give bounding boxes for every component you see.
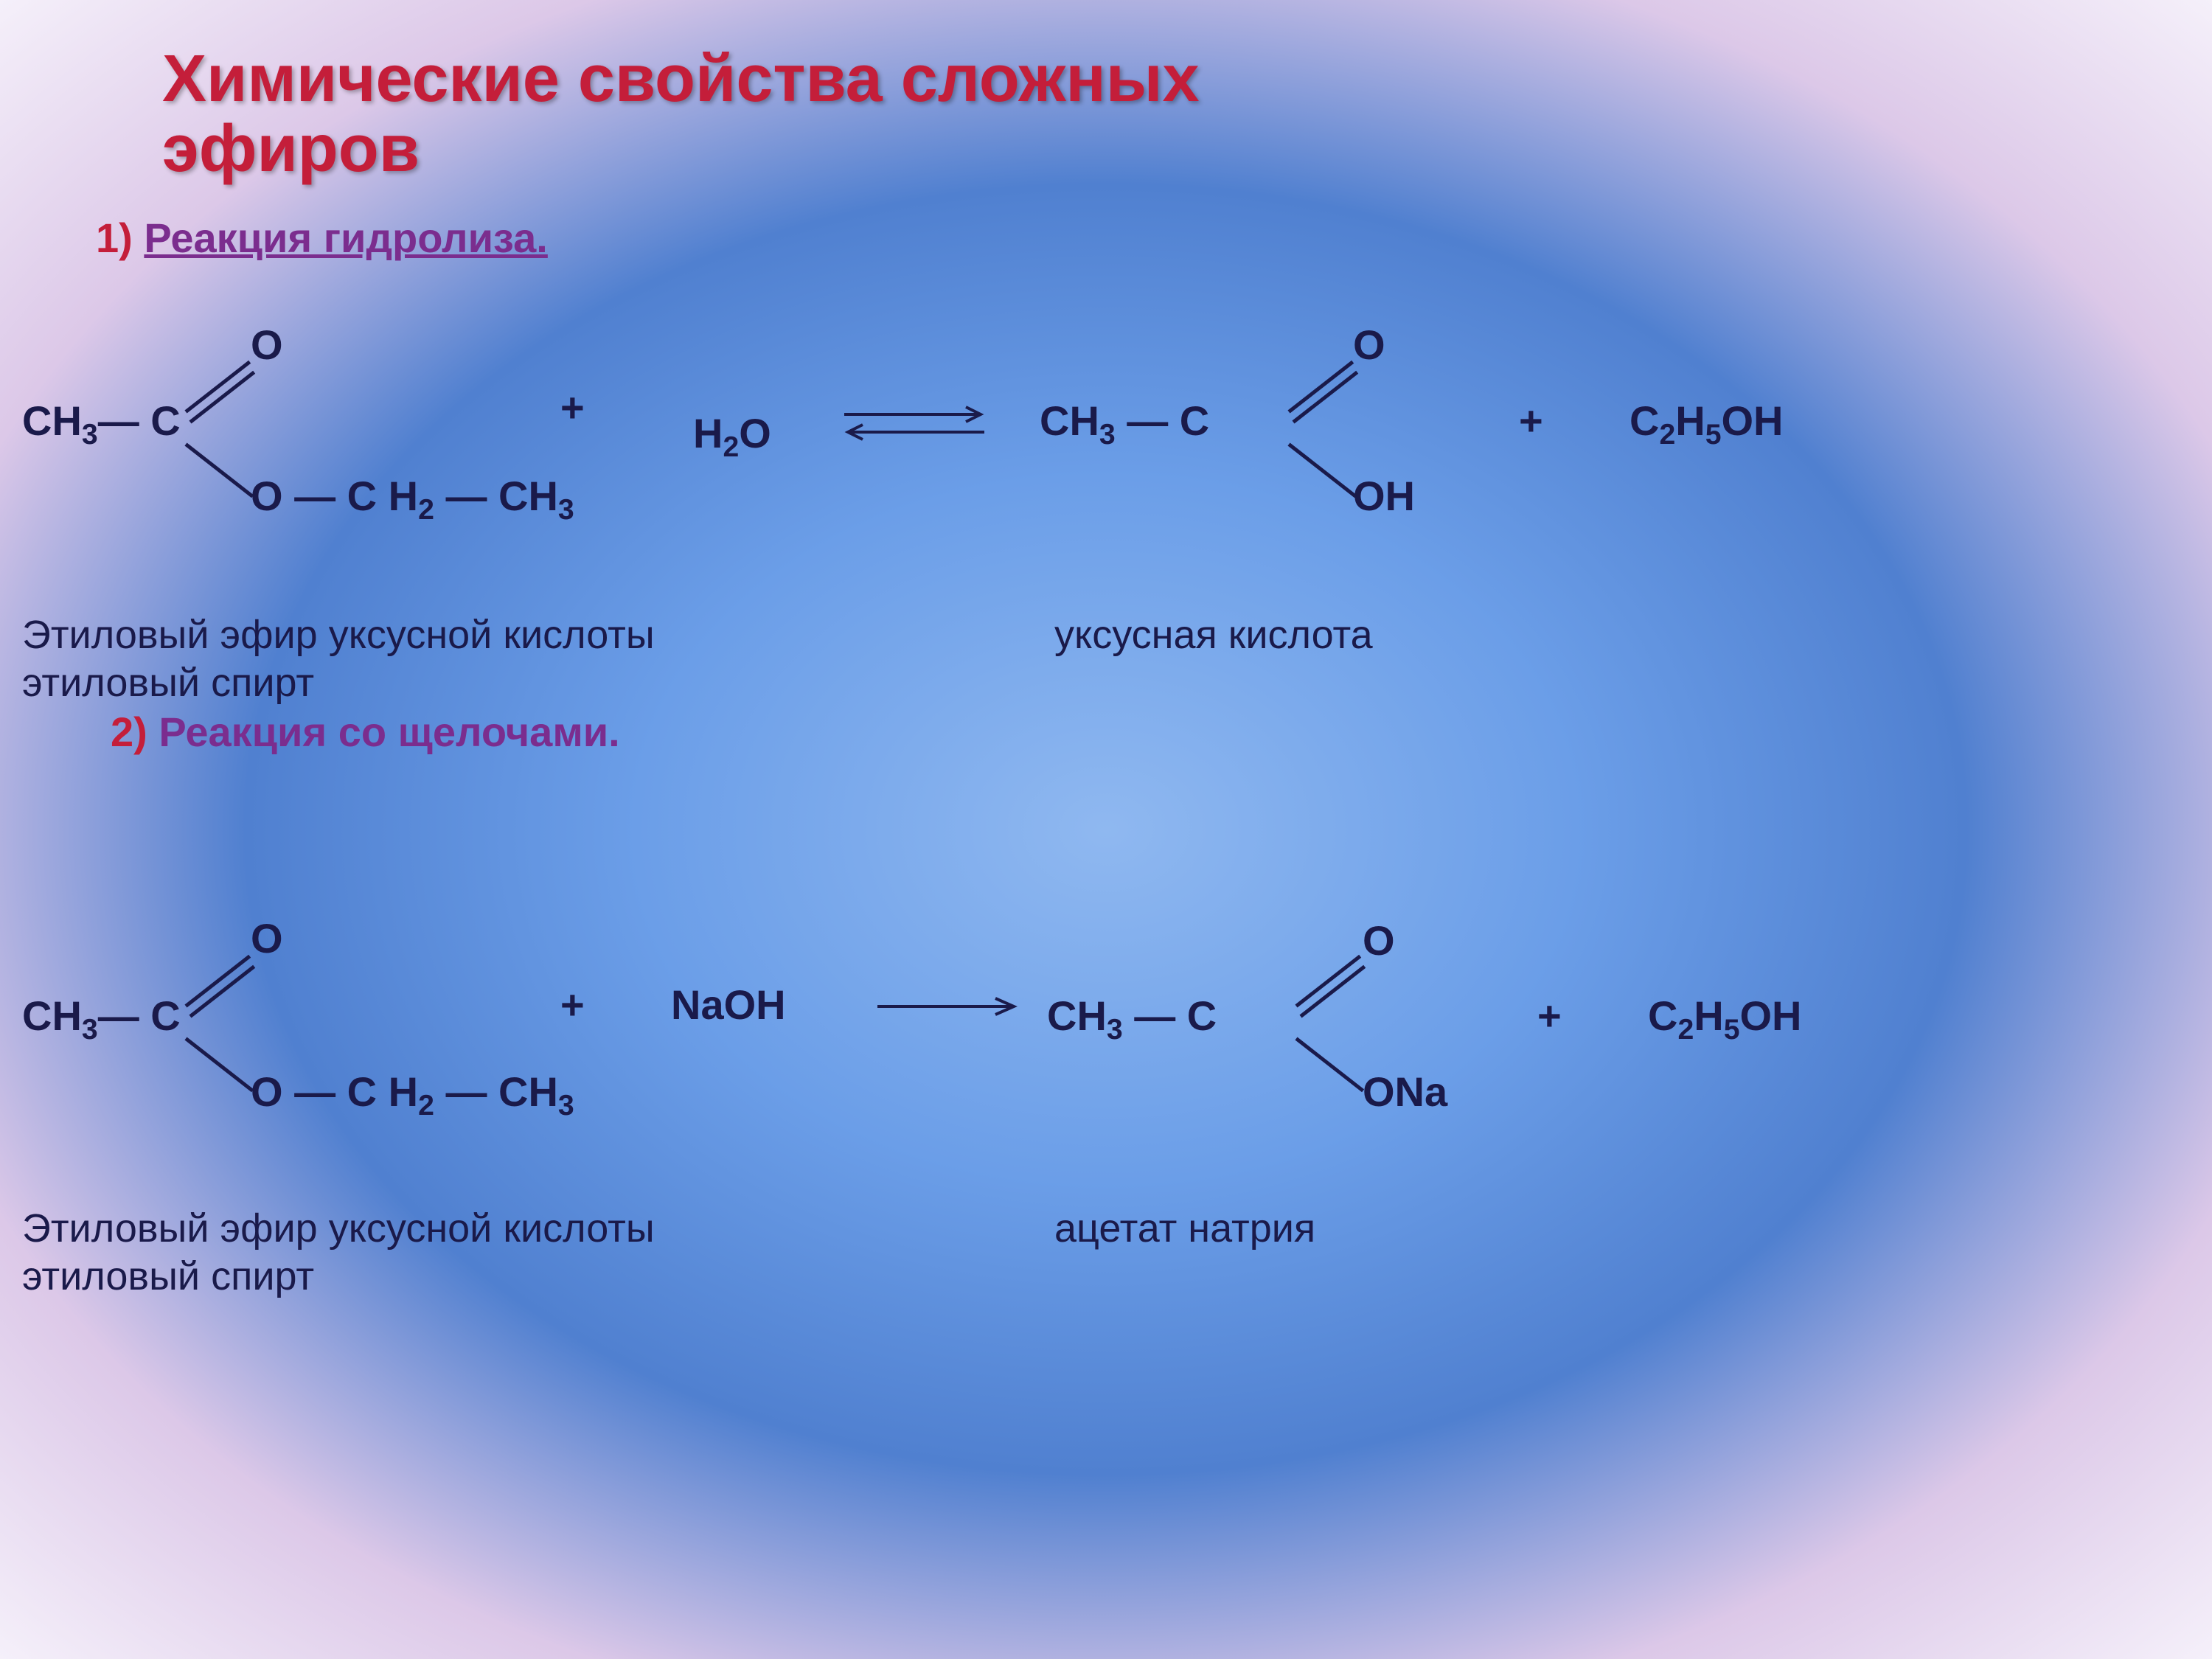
r2-label-ethanol: этиловый спирт — [22, 1253, 314, 1299]
r1-acid-oh: OH — [1353, 472, 1415, 520]
r1-acid-db2 — [1292, 371, 1358, 424]
r1-acid-backbone: CH3 — C — [1040, 397, 1209, 451]
r2-db1 — [184, 955, 251, 1008]
r2-salt-sb — [1295, 1037, 1364, 1093]
r1-label-acid: уксусная кислота — [1054, 612, 1373, 658]
r1-acid-db1 — [1287, 361, 1354, 414]
r1-ester-chain-bottom: O — C H2 — CH3 — [251, 472, 574, 526]
r2-label-salt: ацетат натрия — [1054, 1206, 1315, 1251]
r2-salt-oxygen-top: O — [1363, 917, 1395, 964]
r2-salt-ona: ONa — [1363, 1068, 1447, 1116]
r2-salt-db1 — [1295, 955, 1361, 1008]
section1-num: 1) — [96, 215, 144, 261]
r2-salt-backbone: CH3 — C — [1047, 992, 1217, 1046]
r1-acid-oxygen-top: O — [1353, 321, 1385, 369]
r2-db2 — [189, 965, 255, 1018]
slide-content: Химические свойства сложных эфиров 1) Ре… — [0, 0, 2212, 1659]
r2-plus2: + — [1537, 992, 1562, 1040]
r1-doublebond-2 — [189, 371, 255, 424]
r1-doublebond-1 — [184, 361, 251, 414]
r2-ethanol: C2H5OH — [1648, 992, 1802, 1046]
r1-label-ester: Этиловый эфир уксусной кислоты — [22, 612, 655, 658]
r1-ester-oxygen-top: O — [251, 321, 283, 369]
r1-label-ethanol: этиловый спирт — [22, 660, 314, 706]
r1-plus2: + — [1519, 397, 1543, 445]
r2-salt-db2 — [1299, 965, 1366, 1018]
r2-arrow — [870, 988, 1025, 1025]
r2-naoh: NaOH — [671, 981, 786, 1029]
r1-ethanol: C2H5OH — [1630, 397, 1784, 451]
r2-sb — [184, 1037, 254, 1093]
section1-text: Реакция гидролиза. — [144, 215, 547, 261]
slide-title: Химические свойства сложных эфиров — [162, 44, 1200, 184]
r2-plus1: + — [560, 981, 585, 1029]
r1-water: H2O — [693, 409, 771, 464]
r2-label-ester: Этиловый эфир уксусной кислоты — [22, 1206, 655, 1251]
r2-ester-chain-bottom: O — C H2 — CH3 — [251, 1068, 574, 1122]
section1-heading: 1) Реакция гидролиза. — [96, 214, 548, 262]
r1-plus1: + — [560, 383, 585, 431]
section2-num: 2) — [111, 709, 159, 755]
title-line1: Химические свойства сложных — [162, 42, 1200, 116]
title-line2: эфиров — [162, 112, 420, 186]
section2-text: Реакция со щелочами. — [159, 709, 619, 755]
section2-heading: 2) Реакция со щелочами. — [111, 708, 620, 756]
r2-ester-backbone: CH3— C — [22, 992, 181, 1046]
r1-singlebond — [184, 443, 254, 498]
r1-acid-sb — [1287, 443, 1357, 498]
r2-ester-oxygen-top: O — [251, 914, 283, 962]
r1-equilibrium-arrow — [833, 398, 995, 450]
r1-ester-backbone: CH3— C — [22, 397, 181, 451]
